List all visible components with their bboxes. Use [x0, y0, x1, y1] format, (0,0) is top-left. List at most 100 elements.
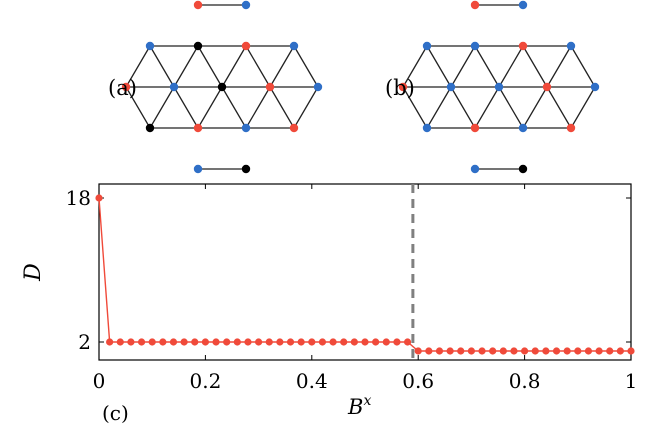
data-point	[372, 338, 380, 346]
lattice-b-bond	[450, 86, 476, 129]
data-point	[191, 338, 199, 346]
lattice-b-site-blue	[470, 164, 480, 174]
lattice-a-site-blue	[241, 123, 251, 133]
lattice-a-site-red	[265, 82, 275, 92]
lattice-a-site-blue	[289, 41, 299, 51]
lattice-b-bond	[474, 45, 500, 88]
x-tick-label: 0.8	[509, 369, 541, 393]
lattice-a-bond	[125, 86, 151, 129]
lattice-a-site-blue	[241, 0, 251, 10]
lattice-b-bond	[570, 45, 596, 88]
lattice-a-bond	[173, 86, 199, 129]
x-tick-label: 0.2	[189, 369, 221, 393]
panel-b-label: (b)	[385, 76, 415, 100]
data-point	[169, 338, 178, 346]
lattice-b-bond	[498, 86, 524, 129]
lattice-a-bond	[149, 45, 175, 88]
lattice-b-bond	[474, 86, 500, 129]
x-axis-label: Bx	[347, 393, 371, 419]
lattice-panel-a	[121, 0, 323, 174]
panel-c-label: (c)	[102, 401, 129, 425]
data-point	[159, 338, 167, 346]
x-axis-label-base: B	[347, 395, 363, 419]
data-point	[489, 347, 497, 355]
lattice-a-site-blue	[313, 82, 323, 92]
lattice-b-site-blue	[494, 82, 504, 92]
data-point	[212, 338, 220, 346]
data-point	[457, 347, 465, 355]
lattice-a-bond	[149, 86, 175, 129]
lattice-a-site-red	[193, 123, 203, 133]
lattice-a-bond	[221, 86, 247, 129]
data-point	[201, 338, 209, 346]
lattice-b-site-red	[566, 123, 576, 133]
lattice-b-site-blue	[422, 123, 432, 133]
data-point	[595, 347, 603, 355]
data-series	[95, 194, 635, 355]
axis-ticks: 0 0.2 0.4 0.6 0.8 1 2 18	[66, 184, 637, 393]
y-tick-label: 18	[66, 186, 91, 210]
x-tick-label: 0	[93, 369, 106, 393]
series-line	[98, 197, 631, 352]
y-tick-label: 2	[78, 330, 91, 354]
lattice-b-bond	[546, 86, 572, 129]
lattice-b-bond	[522, 86, 548, 129]
data-point	[127, 338, 135, 346]
lattice-a-site-black	[193, 41, 203, 51]
lattice-a-site-blue	[169, 82, 179, 92]
data-point	[499, 347, 507, 355]
lattice-a-bond	[197, 45, 223, 88]
data-point	[95, 194, 103, 202]
data-point	[563, 347, 571, 355]
data-point	[414, 347, 422, 355]
data-point	[531, 347, 539, 355]
lattice-a-site-black	[145, 123, 155, 133]
lattice-a-bond	[173, 45, 199, 88]
lattice-a-site-red	[193, 0, 203, 10]
data-point	[318, 338, 327, 346]
data-point	[403, 338, 412, 346]
lattice-a-bond	[293, 45, 319, 88]
lattice-b-site-blue	[422, 41, 432, 51]
lattice-b-site-red	[518, 41, 528, 51]
x-tick-label: 0.6	[402, 369, 434, 393]
data-point	[137, 338, 146, 346]
data-point	[329, 338, 337, 346]
data-point	[435, 347, 444, 355]
data-point	[382, 338, 390, 346]
lattice-a-bond	[293, 86, 319, 129]
lattice-b-site-blue	[446, 82, 456, 92]
data-point	[627, 347, 635, 355]
panel-a-label: (a)	[108, 76, 137, 100]
data-point	[308, 338, 316, 346]
lattice-b-site-red	[542, 82, 552, 92]
lattice-b-site-blue	[566, 41, 576, 51]
lattice-b-bond	[426, 45, 452, 88]
data-point	[286, 338, 295, 346]
data-point	[223, 338, 231, 346]
data-point	[276, 338, 284, 346]
data-point	[265, 338, 273, 346]
data-point	[106, 338, 114, 346]
lattice-b-bond	[522, 45, 548, 88]
data-point	[361, 338, 369, 346]
lattice-b-site-blue	[590, 82, 600, 92]
y-axis-label: D	[21, 263, 46, 282]
data-point	[233, 338, 241, 346]
data-point	[393, 338, 401, 346]
lattice-b-site-undefined	[518, 164, 528, 174]
data-point	[616, 347, 624, 355]
lattice-a-site-black	[217, 82, 227, 92]
plot-frame	[98, 183, 632, 361]
data-point	[521, 347, 529, 355]
data-point	[180, 338, 188, 346]
lattice-a-bond	[197, 86, 223, 129]
lattice-a-site-blue	[193, 164, 203, 174]
lattice-a-bond	[221, 45, 247, 88]
lattice-b-site-blue	[470, 41, 480, 51]
data-point	[446, 347, 454, 355]
data-point	[606, 347, 614, 355]
data-point	[116, 338, 124, 346]
lattice-b-bond	[426, 86, 452, 129]
